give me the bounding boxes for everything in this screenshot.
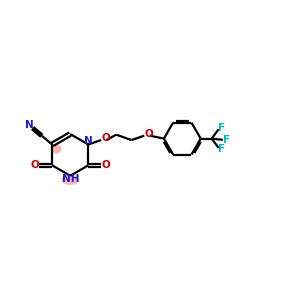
Text: F: F [223, 135, 230, 145]
Text: O: O [102, 160, 110, 170]
Ellipse shape [50, 144, 62, 153]
Text: F: F [218, 144, 226, 154]
Text: O: O [30, 160, 39, 170]
Text: O: O [144, 129, 153, 139]
Ellipse shape [62, 174, 79, 185]
Text: F: F [218, 123, 226, 133]
Text: O: O [101, 133, 110, 143]
Text: N: N [84, 136, 93, 146]
Text: N: N [25, 120, 34, 130]
Text: NH: NH [61, 174, 79, 184]
